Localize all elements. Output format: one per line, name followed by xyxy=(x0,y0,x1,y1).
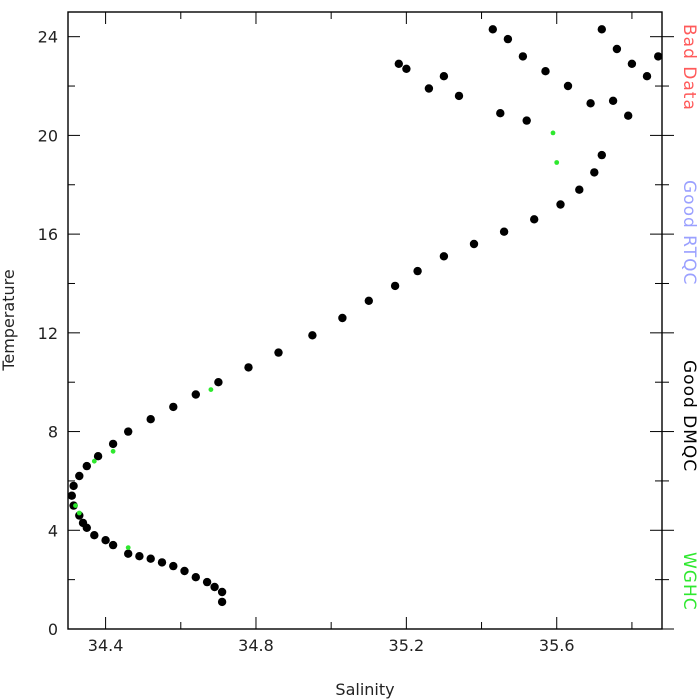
data-point xyxy=(76,510,82,516)
data-point xyxy=(78,518,88,528)
legend-entry-good-dmqc: Good DMQC xyxy=(679,360,699,472)
data-point xyxy=(554,160,560,165)
y-tick-label: 24 xyxy=(38,28,58,47)
data-point xyxy=(191,573,200,582)
data-point xyxy=(586,99,595,108)
y-tick-label: 12 xyxy=(38,324,58,343)
data-point xyxy=(69,481,78,491)
data-point xyxy=(124,549,133,558)
data-point xyxy=(654,52,663,61)
y-tick-label: 16 xyxy=(38,225,58,244)
data-point xyxy=(110,448,116,454)
data-point xyxy=(208,387,214,392)
data-point xyxy=(169,561,178,571)
data-point xyxy=(439,252,449,261)
y-tick-label: 0 xyxy=(48,620,58,639)
data-point xyxy=(575,185,584,194)
x-tick-label: 34.8 xyxy=(238,636,274,655)
y-tick-label: 20 xyxy=(38,126,58,145)
series-wghc xyxy=(73,130,560,550)
data-point xyxy=(169,402,178,412)
data-point xyxy=(530,215,539,224)
data-point xyxy=(522,116,531,125)
data-point xyxy=(394,59,403,68)
data-point xyxy=(503,34,513,44)
data-point xyxy=(338,313,347,323)
data-point xyxy=(469,239,479,249)
data-point xyxy=(496,109,505,118)
data-point xyxy=(590,168,599,177)
data-point xyxy=(642,72,652,81)
data-point xyxy=(608,96,618,106)
legend-entry-wghc: WGHC xyxy=(679,552,699,611)
x-axis-title: Salinity xyxy=(335,680,394,699)
data-point xyxy=(402,64,411,74)
data-point xyxy=(135,552,144,561)
data-point xyxy=(597,25,606,34)
data-point xyxy=(125,545,131,550)
chart-axes: 34.4 34.8 35.2 35.6 0 4 8 12 16 20 24 xyxy=(38,12,674,655)
data-point xyxy=(597,150,606,160)
data-point xyxy=(217,587,227,597)
data-point xyxy=(424,84,434,93)
y-tick-label: 4 xyxy=(48,521,58,540)
data-point xyxy=(75,471,84,481)
x-tick-label: 35.6 xyxy=(539,636,575,655)
data-point xyxy=(93,452,103,461)
data-point xyxy=(191,390,200,399)
data-point xyxy=(624,111,633,120)
data-point xyxy=(217,597,227,607)
data-point xyxy=(550,130,556,136)
data-point xyxy=(202,577,212,587)
data-point xyxy=(454,91,464,101)
data-point xyxy=(499,227,509,236)
data-point xyxy=(108,540,118,550)
data-point xyxy=(124,427,133,436)
data-point xyxy=(439,72,449,81)
plot-frame xyxy=(67,11,663,630)
data-point xyxy=(157,558,167,567)
data-point xyxy=(413,266,422,276)
data-point xyxy=(556,200,565,209)
chart-marks xyxy=(67,25,663,607)
data-point xyxy=(627,59,637,68)
series-good-dmqc xyxy=(67,25,663,607)
data-point xyxy=(274,348,283,357)
data-point xyxy=(541,67,550,76)
data-point xyxy=(73,503,78,508)
data-point xyxy=(612,44,622,54)
x-tick-label: 34.4 xyxy=(88,636,124,655)
x-tick-label: 35.2 xyxy=(389,636,425,655)
data-point xyxy=(563,81,573,91)
data-point xyxy=(108,439,118,449)
data-point xyxy=(101,536,110,545)
data-point xyxy=(82,461,92,471)
data-point xyxy=(214,378,223,387)
data-point xyxy=(90,531,99,540)
data-point xyxy=(488,25,497,34)
data-point xyxy=(180,566,189,576)
chart-legend: Bad Data Good RTQC Good DMQC WGHC xyxy=(679,24,699,611)
data-point xyxy=(308,331,317,340)
legend-entry-good-rtqc: Good RTQC xyxy=(679,180,699,285)
legend-entry-bad-data: Bad Data xyxy=(679,24,699,111)
y-axis-title: Temperature xyxy=(0,269,18,371)
data-point xyxy=(146,415,155,424)
data-point xyxy=(146,554,155,563)
y-tick-label: 8 xyxy=(48,423,58,442)
data-point xyxy=(210,582,219,592)
data-point xyxy=(364,296,373,305)
data-point xyxy=(67,491,77,500)
data-point xyxy=(390,281,400,291)
data-point xyxy=(244,363,253,372)
data-point xyxy=(91,458,97,464)
data-point xyxy=(518,52,528,61)
